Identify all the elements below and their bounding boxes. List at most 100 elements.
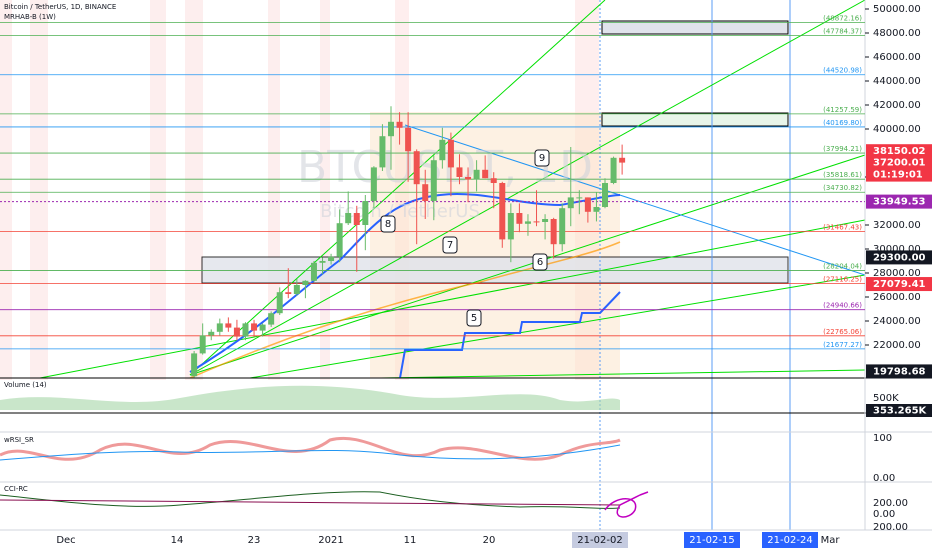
candle-body	[482, 169, 489, 179]
price-tick-label: 48000.00	[873, 28, 921, 39]
candle-body	[465, 177, 472, 180]
price-tick-label: 50000.00	[873, 4, 921, 15]
wave-label-box	[534, 149, 550, 167]
candle-body	[319, 261, 326, 263]
candle-body	[388, 121, 394, 137]
pane-tag	[866, 404, 932, 417]
wave-label: 5	[471, 313, 477, 324]
pane-title: CCI-RC	[4, 485, 28, 493]
candle-body	[567, 197, 574, 209]
zone-box	[601, 112, 789, 127]
pane-tick: 100	[873, 433, 892, 444]
candle-body	[430, 160, 437, 201]
candle-body	[593, 207, 600, 212]
wave-label-box	[380, 215, 396, 233]
pane-tick: 200.00	[873, 498, 908, 509]
candle-body	[379, 136, 386, 168]
date-marker-label: 21-02-02	[577, 535, 622, 546]
candle-body	[285, 292, 292, 294]
candle-body	[336, 223, 343, 257]
candle-body	[602, 183, 608, 207]
indicator-title: MRHAB-B (1W)	[4, 13, 56, 21]
price-tag	[866, 364, 932, 379]
candle-body	[396, 121, 403, 128]
zone-box	[201, 256, 789, 284]
date-marker	[572, 532, 628, 548]
candle-body	[310, 262, 317, 281]
price-tick-label: 44000.00	[873, 76, 921, 87]
price-tick-label: 22000.00	[873, 340, 921, 351]
price-tag	[866, 167, 932, 182]
level-label: (48872.16)	[823, 15, 862, 23]
price-tag-label: 33949.53	[873, 197, 926, 208]
candle-body	[584, 197, 591, 212]
candle-body	[576, 197, 583, 199]
pane-tick: 200.00	[873, 522, 908, 533]
drawing	[604, 491, 649, 518]
date-marker-label: 21-02-15	[689, 535, 734, 546]
candle-body	[439, 139, 446, 161]
price-tag-label: 27079.41	[873, 279, 926, 290]
candle-body	[516, 213, 523, 224]
step-line	[399, 291, 621, 379]
price-tick-label: 30000.00	[873, 244, 921, 255]
candle-body	[370, 167, 377, 201]
wave-label: 6	[537, 257, 543, 268]
level-label: (40169.80)	[823, 119, 862, 127]
price-tick-label: 40000.00	[873, 124, 921, 135]
price-tag-label: 37200.01	[873, 158, 926, 169]
candle-body	[208, 331, 215, 336]
price-tag-label: 01:19:01	[873, 170, 923, 181]
volume-area	[0, 385, 620, 410]
date-label: 20	[483, 535, 496, 546]
candle-body	[225, 323, 232, 328]
date-label: 11	[404, 535, 417, 546]
level-label: (47784.37)	[823, 28, 862, 36]
date-label: 2021	[318, 535, 343, 546]
candle-body	[276, 292, 283, 314]
level-label: (35818.61)	[823, 171, 862, 179]
wave-label-box	[532, 253, 548, 271]
candle-body	[413, 151, 420, 185]
candle-body	[328, 256, 335, 261]
cci-line	[0, 491, 621, 509]
candle-body	[507, 213, 514, 240]
candle-body	[422, 184, 429, 201]
moving-average	[189, 193, 621, 373]
price-tick-label: 24000.00	[873, 316, 921, 327]
candle-body	[191, 353, 198, 377]
trend-line	[404, 124, 866, 276]
watermark: Bitcoin / TetherUS	[320, 201, 480, 222]
candle-body	[268, 313, 275, 325]
pane-title: wRSI_SR	[4, 436, 34, 444]
level-label: (37994.21)	[823, 145, 862, 153]
level-label: (34730.82)	[823, 184, 862, 192]
candle-body	[345, 213, 352, 224]
price-tag-label: 19798.68	[873, 366, 926, 377]
moving-average	[189, 241, 621, 379]
candle-body	[524, 221, 531, 224]
price-tag	[866, 194, 932, 209]
level-label: (27116.25)	[823, 276, 862, 284]
candle-body	[251, 323, 258, 331]
level-label: (21677.27)	[823, 341, 862, 349]
date-label: Dec	[56, 535, 75, 546]
zone-box	[601, 20, 789, 35]
candle-body	[199, 335, 206, 354]
wave-label-box	[442, 236, 458, 254]
pane-tag-label: 353.265K	[873, 406, 928, 417]
pane-tick: 0.00	[873, 509, 895, 520]
candle-body	[559, 208, 566, 245]
price-tag	[866, 277, 932, 292]
price-tick-label: 28000.00	[873, 268, 921, 279]
price-tick-label: 42000.00	[873, 100, 921, 111]
level-label: (41257.59)	[823, 106, 862, 114]
candle-body	[242, 323, 249, 337]
pane-title: Volume (14)	[4, 381, 47, 389]
date-label: 14	[171, 535, 184, 546]
candle-body	[619, 157, 626, 163]
trend-lines	[39, 0, 866, 379]
date-marker-label: 21-02-24	[767, 535, 812, 546]
candle-body	[490, 178, 497, 183]
